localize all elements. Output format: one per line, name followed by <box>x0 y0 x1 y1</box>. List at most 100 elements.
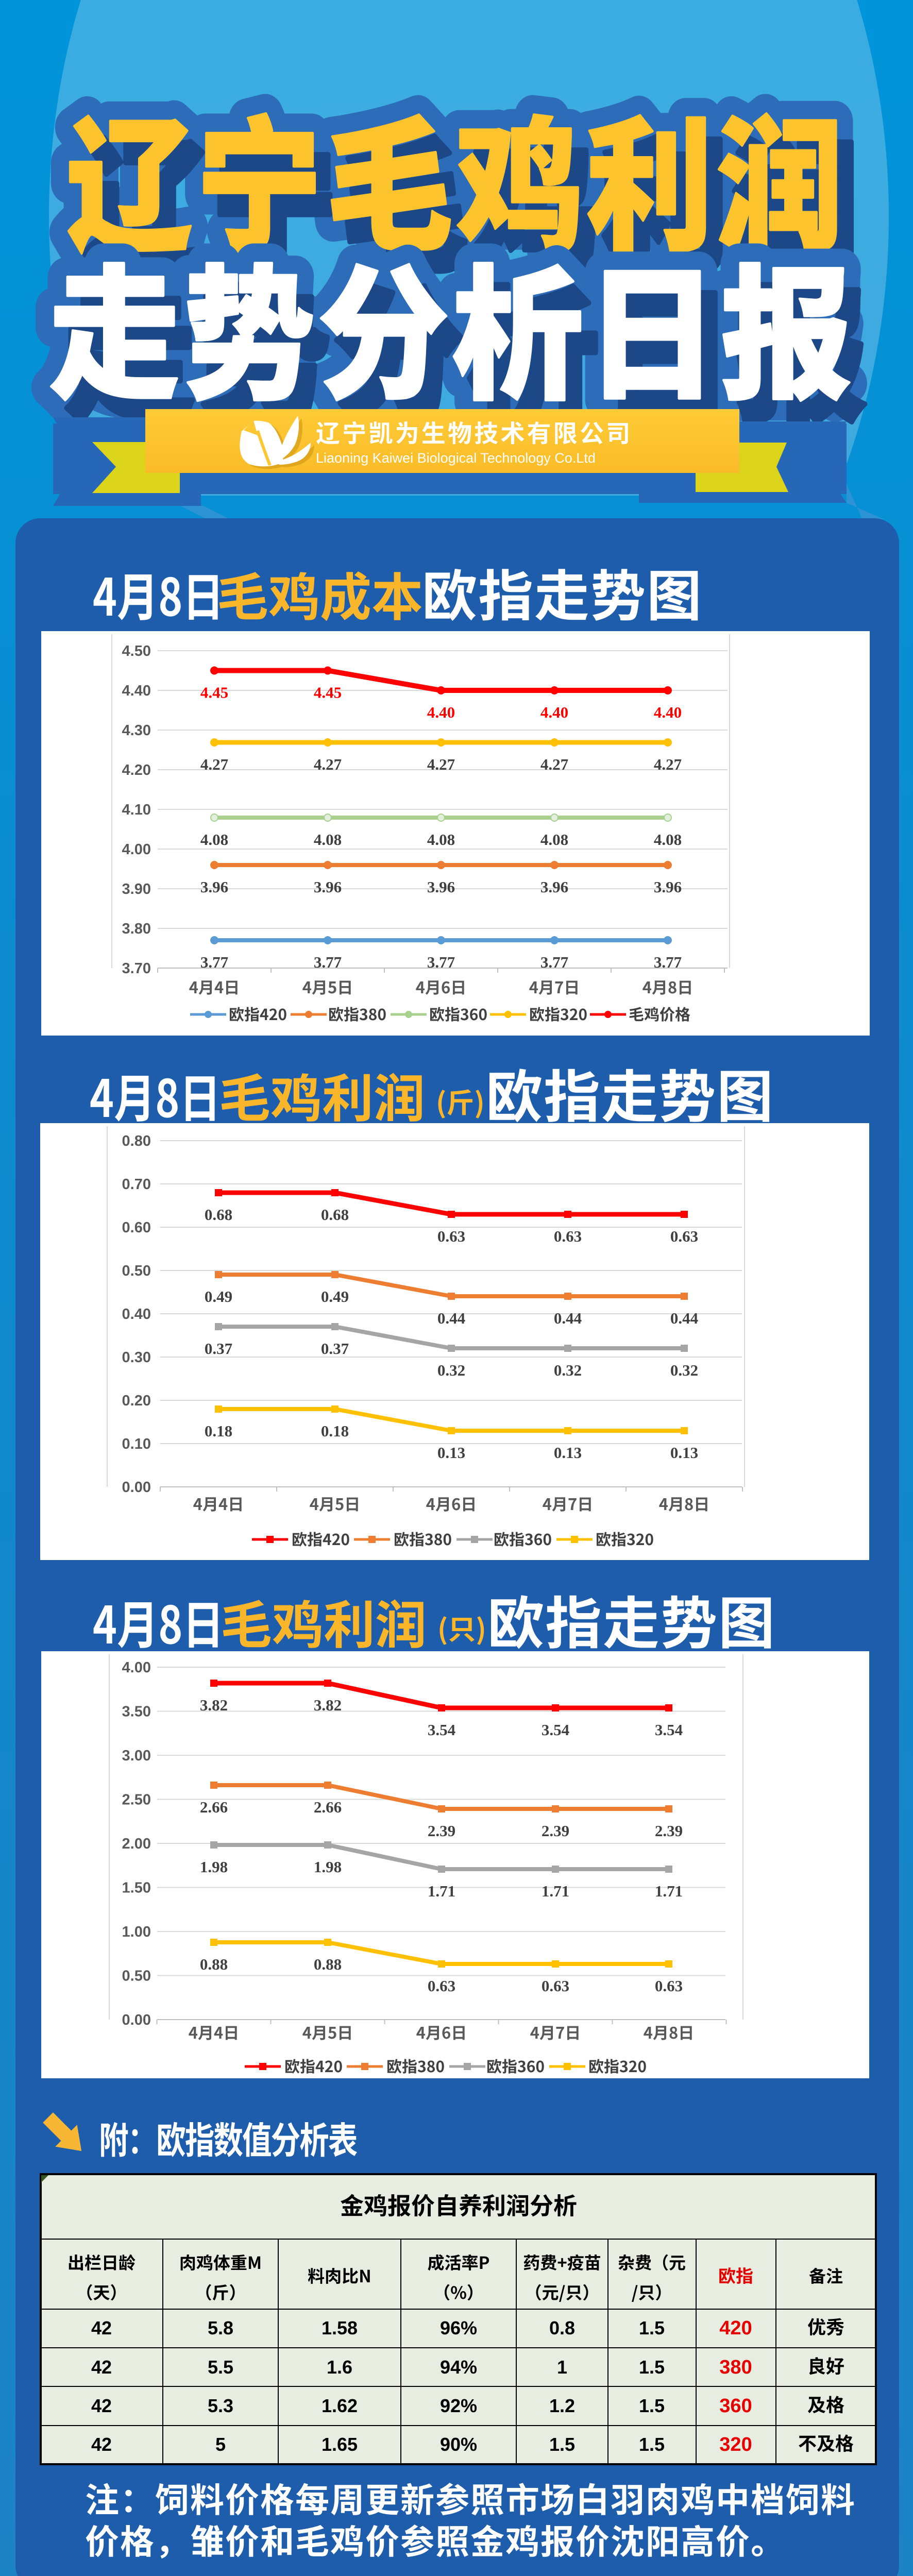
svg-text:2.39: 2.39 <box>428 1822 455 1840</box>
svg-text:3.54: 3.54 <box>655 1721 683 1739</box>
svg-text:0.68: 0.68 <box>321 1206 349 1224</box>
svg-text:92%: 92% <box>440 2395 477 2416</box>
svg-text:3.50: 3.50 <box>122 1704 151 1720</box>
svg-text:3.96: 3.96 <box>200 878 228 896</box>
svg-text:3.90: 3.90 <box>122 881 151 897</box>
svg-text:4.27: 4.27 <box>427 755 455 773</box>
svg-text:4.20: 4.20 <box>122 762 151 778</box>
svg-text:4.27: 4.27 <box>654 755 682 773</box>
svg-text:0.50: 0.50 <box>122 1263 151 1279</box>
svg-text:3.77: 3.77 <box>540 953 568 971</box>
svg-text:2.00: 2.00 <box>122 1836 151 1852</box>
svg-text:0.37: 0.37 <box>205 1340 232 1358</box>
svg-text:0.44: 0.44 <box>437 1309 465 1327</box>
svg-text:0.88: 0.88 <box>314 1955 342 1973</box>
svg-text:4.08: 4.08 <box>314 831 342 849</box>
svg-text:5.5: 5.5 <box>208 2357 233 2378</box>
svg-text:5: 5 <box>215 2434 226 2455</box>
svg-text:1.71: 1.71 <box>542 1882 569 1900</box>
svg-text:5.8: 5.8 <box>208 2317 233 2338</box>
svg-text:0.13: 0.13 <box>554 1444 582 1462</box>
svg-text:1.98: 1.98 <box>200 1858 228 1876</box>
svg-text:3.77: 3.77 <box>427 953 455 971</box>
svg-text:0.20: 0.20 <box>122 1393 151 1409</box>
svg-text:0.00: 0.00 <box>122 1479 151 1496</box>
svg-text:0.44: 0.44 <box>670 1309 698 1327</box>
svg-text:3.96: 3.96 <box>427 878 455 896</box>
svg-text:3.80: 3.80 <box>122 921 151 937</box>
svg-text:4.45: 4.45 <box>200 684 228 702</box>
svg-text:42: 42 <box>91 2317 112 2338</box>
svg-text:1.5: 1.5 <box>549 2434 575 2455</box>
svg-text:4.40: 4.40 <box>654 703 682 721</box>
svg-text:4.27: 4.27 <box>314 755 342 773</box>
svg-text:3.00: 3.00 <box>122 1748 151 1764</box>
svg-text:3.77: 3.77 <box>200 953 228 971</box>
svg-text:4.08: 4.08 <box>200 831 228 849</box>
svg-text:2.50: 2.50 <box>122 1792 151 1808</box>
svg-text:1.98: 1.98 <box>314 1858 342 1876</box>
svg-text:0.32: 0.32 <box>670 1361 698 1379</box>
svg-text:0.70: 0.70 <box>122 1176 151 1193</box>
svg-text:1: 1 <box>557 2357 567 2378</box>
svg-text:320: 320 <box>719 2434 752 2455</box>
svg-text:0.40: 0.40 <box>122 1306 151 1323</box>
svg-text:1.58: 1.58 <box>322 2317 358 2338</box>
svg-text:3.77: 3.77 <box>314 953 342 971</box>
svg-text:1.6: 1.6 <box>327 2357 352 2378</box>
svg-text:0.80: 0.80 <box>122 1133 151 1149</box>
svg-text:0.60: 0.60 <box>122 1219 151 1236</box>
svg-text:4.40: 4.40 <box>122 683 151 699</box>
svg-text:1.71: 1.71 <box>428 1882 455 1900</box>
svg-text:3.54: 3.54 <box>542 1721 569 1739</box>
svg-text:2.39: 2.39 <box>655 1822 683 1840</box>
svg-text:4.27: 4.27 <box>200 755 228 773</box>
svg-text:4.45: 4.45 <box>314 684 342 702</box>
svg-text:2.66: 2.66 <box>200 1798 228 1816</box>
svg-text:3.82: 3.82 <box>200 1696 228 1714</box>
svg-text:Liaoning Kaiwei Biological Tec: Liaoning Kaiwei Biological Technology Co… <box>316 450 596 466</box>
svg-text:0.13: 0.13 <box>437 1444 465 1462</box>
svg-text:42: 42 <box>91 2395 112 2416</box>
svg-text:1.5: 1.5 <box>639 2357 665 2378</box>
svg-text:0.63: 0.63 <box>655 1977 683 1995</box>
svg-text:0.49: 0.49 <box>321 1287 349 1306</box>
svg-text:90%: 90% <box>440 2434 477 2455</box>
svg-text:0.10: 0.10 <box>122 1436 151 1452</box>
svg-text:5.3: 5.3 <box>208 2395 233 2416</box>
svg-text:4.10: 4.10 <box>122 802 151 818</box>
svg-text:3.54: 3.54 <box>428 1721 455 1739</box>
svg-text:1.50: 1.50 <box>122 1880 151 1896</box>
svg-text:0.8: 0.8 <box>549 2317 575 2338</box>
svg-text:0.63: 0.63 <box>554 1227 582 1245</box>
svg-text:0.00: 0.00 <box>122 2012 151 2028</box>
svg-text:3.96: 3.96 <box>540 878 568 896</box>
svg-text:3.96: 3.96 <box>314 878 342 896</box>
svg-text:0.18: 0.18 <box>205 1422 232 1440</box>
svg-text:4.08: 4.08 <box>654 831 682 849</box>
svg-text:3.96: 3.96 <box>654 878 682 896</box>
svg-text:4.40: 4.40 <box>427 703 455 721</box>
svg-text:42: 42 <box>91 2434 112 2455</box>
svg-text:4.00: 4.00 <box>122 841 151 858</box>
svg-text:0.88: 0.88 <box>200 1955 228 1973</box>
svg-text:0.13: 0.13 <box>670 1444 698 1462</box>
svg-text:1.2: 1.2 <box>549 2395 575 2416</box>
svg-text:0.32: 0.32 <box>437 1361 465 1379</box>
svg-text:4.30: 4.30 <box>122 722 151 739</box>
svg-text:1.65: 1.65 <box>322 2434 358 2455</box>
svg-text:4.08: 4.08 <box>540 831 568 849</box>
svg-text:0.37: 0.37 <box>321 1340 349 1358</box>
svg-text:4.00: 4.00 <box>122 1659 151 1676</box>
svg-text:0.49: 0.49 <box>205 1287 232 1306</box>
svg-text:4.50: 4.50 <box>122 643 151 659</box>
svg-text:3.70: 3.70 <box>122 960 151 977</box>
svg-text:1.00: 1.00 <box>122 1924 151 1940</box>
svg-text:0.32: 0.32 <box>554 1361 582 1379</box>
svg-text:4.27: 4.27 <box>540 755 568 773</box>
svg-text:1.5: 1.5 <box>639 2395 665 2416</box>
svg-text:0.44: 0.44 <box>554 1309 582 1327</box>
svg-text:0.30: 0.30 <box>122 1349 151 1366</box>
svg-text:0.50: 0.50 <box>122 1968 151 1985</box>
svg-text:0.68: 0.68 <box>205 1206 232 1224</box>
